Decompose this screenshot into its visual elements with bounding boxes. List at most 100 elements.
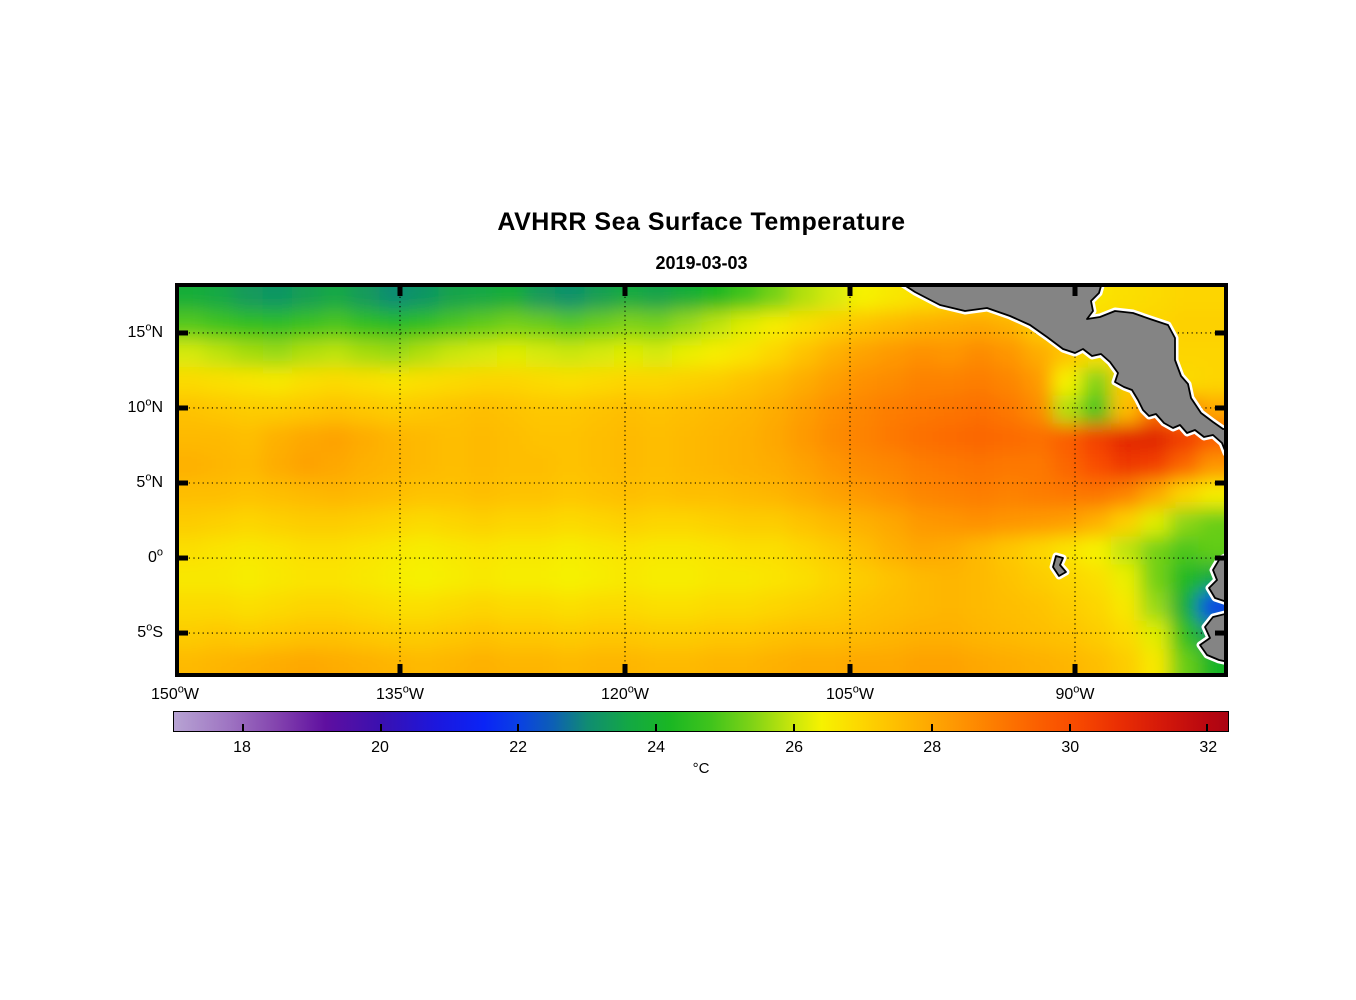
sst-cell [818,423,850,454]
axis-ticks [175,283,1228,677]
sst-cell [409,311,440,341]
sst-cell [409,536,440,566]
y-axis-label: 15oN [127,321,163,341]
sst-cell [496,283,528,313]
sst-cell [438,508,469,538]
sst-cell [906,648,937,677]
sst-cell [292,648,323,677]
axis-tick [1215,480,1228,486]
sst-cell [1023,536,1054,566]
sst-cell [643,536,674,566]
sst-cell [438,395,469,426]
sst-cell [438,480,469,510]
sst-cell [1111,536,1142,566]
sst-cell [175,564,206,595]
sst-cell [438,648,469,677]
sst-cell [964,480,996,510]
sst-cell [643,367,674,398]
sst-cell [701,564,733,595]
sst-cell [964,311,996,341]
sst-cell [613,283,645,313]
sst-cell [321,480,352,510]
sst-cell [760,648,791,677]
sst-cell [321,311,352,341]
sst-cell [818,480,850,510]
sst-cell [672,367,703,398]
sst-cell [555,564,586,595]
sst-cell [1140,480,1171,510]
sst-cell [789,564,820,595]
sst-cell [438,592,469,623]
sst-cell [672,311,703,341]
sst-cell [994,480,1025,510]
axis-tick [175,630,188,636]
sst-cell [906,423,937,454]
sst-cell [847,283,879,313]
colorbar-tick [379,724,382,731]
sst-cell [701,283,733,313]
sst-cell [613,592,645,623]
sst-cell [438,339,469,369]
sst-cell [877,564,908,595]
sst-cell [350,564,382,595]
sst-cell [1081,620,1113,651]
sst-cell [350,283,382,313]
sst-cell [1081,648,1113,677]
sst-cell [409,564,440,595]
sst-cell [496,536,528,566]
colorbar-unit-label: °C [692,760,710,777]
sst-cell [584,620,616,651]
sst-cell [789,480,820,510]
sst-cell [467,367,499,398]
sst-cell [701,451,733,482]
sst-cell [1081,592,1113,623]
sst-cell [1140,592,1171,623]
sst-cell [613,311,645,341]
sst-cell [701,423,733,454]
sst-cell [701,480,733,510]
sst-cell [1081,480,1113,510]
sst-cell [204,648,235,677]
sst-cell [818,311,850,341]
sst-cell [1081,564,1113,595]
colorbar-tick-label: 18 [233,739,251,756]
sst-cell [409,423,440,454]
sst-cell [584,648,616,677]
sst-cell [1140,564,1171,595]
sst-cell [526,508,557,538]
sst-cell [555,283,586,313]
sst-cell [789,648,820,677]
sst-cell [730,339,762,369]
sst-cell [526,339,557,369]
sst-cell [350,536,382,566]
sst-cell [379,283,411,313]
sst-cell [379,311,411,341]
sst-cell [321,451,352,482]
sst-cell [321,620,352,651]
sst-cell [496,564,528,595]
sst-cell [350,311,382,341]
colorbar-tick [1206,724,1209,731]
sst-cell [467,648,499,677]
sst-cell [877,451,908,482]
colorbar-tick [241,724,244,731]
sst-cell [555,311,586,341]
sst-cell [409,592,440,623]
sst-cell [496,423,528,454]
sst-cell [1169,592,1201,623]
sst-cell [467,620,499,651]
sst-cell [847,592,879,623]
sst-cell [994,592,1025,623]
axis-tick [622,664,628,677]
sst-cell [555,423,586,454]
sst-cell [847,451,879,482]
sst-cell [672,283,703,313]
sst-cell [643,564,674,595]
sst-cell [730,283,762,313]
sst-cell [877,536,908,566]
sst-cell [350,395,382,426]
colorbar-tick [793,724,795,731]
x-axis-label: 90oW [1055,683,1095,703]
sst-cell [760,536,791,566]
